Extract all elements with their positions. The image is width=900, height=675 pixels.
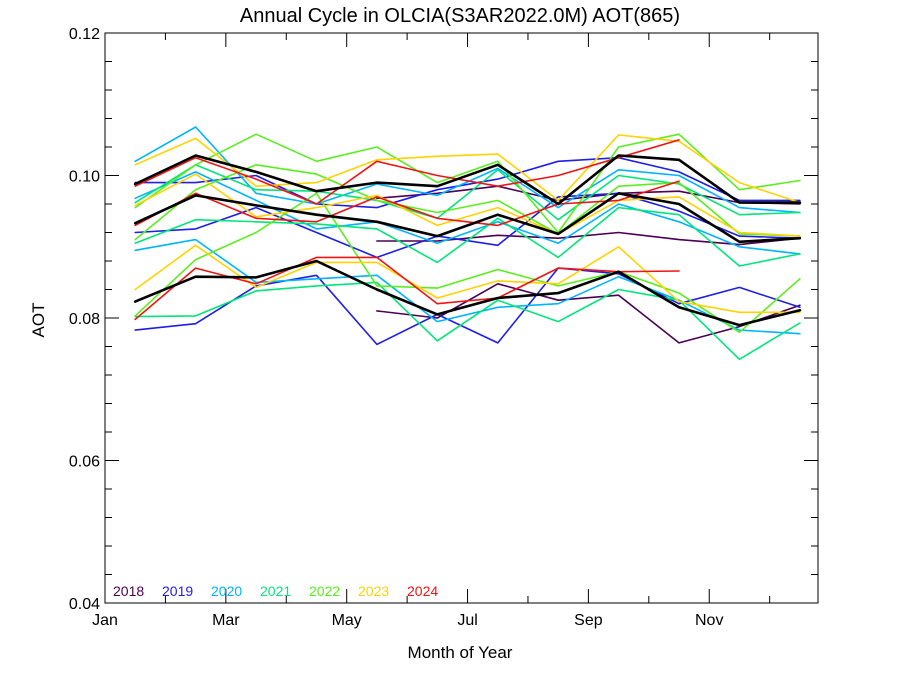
series-line-2020 [134, 238, 801, 335]
legend-entry-2020: 2020 [211, 583, 242, 599]
y-tick-label: 0.12 [69, 26, 100, 43]
series-line-2020 [134, 126, 801, 214]
x-tick-label: Nov [695, 612, 723, 629]
y-tick-label: 0.04 [69, 596, 100, 613]
y-tick-label: 0.06 [69, 454, 100, 471]
y-axis-label: AOT [29, 303, 48, 338]
series-line-2023 [134, 134, 801, 204]
chart-title: Annual Cycle in OLCIA(S3AR2022.0M) AOT(8… [240, 5, 680, 27]
legend-entry-2023: 2023 [358, 583, 389, 599]
x-axis-label: Month of Year [408, 643, 513, 662]
x-tick-label: Sep [574, 612, 603, 629]
x-tick-label: Mar [212, 612, 240, 629]
x-tick-label: Jan [92, 612, 118, 629]
series-line-2023 [134, 173, 801, 237]
series-line-mean [133, 154, 802, 206]
legend-entry-2022: 2022 [309, 583, 340, 599]
legend-entry-2021: 2021 [260, 583, 291, 599]
series-line-2024 [134, 180, 680, 227]
series-line-2024 [134, 139, 680, 205]
series-line-2019 [134, 267, 801, 346]
y-tick-label: 0.08 [69, 311, 100, 328]
series-line-mean [133, 259, 802, 327]
series-line-2019 [134, 156, 801, 209]
x-tick-label: May [332, 612, 362, 629]
series-line-2022 [134, 133, 801, 234]
series-line-2020 [134, 171, 801, 255]
series-line-2021 [134, 281, 801, 361]
x-tick-label: Jul [457, 612, 477, 629]
series-line-2022 [134, 192, 801, 334]
series-line-2021 [134, 206, 801, 267]
plot-area: 0.04 0.06 0.08 0.10 0.12 Jan Mar May Jul Sep Nov 20… [69, 26, 819, 629]
y-tick-label: 0.10 [69, 169, 100, 186]
legend-entry-2019: 2019 [162, 583, 193, 599]
legend-entry-2018: 2018 [113, 583, 144, 599]
legend-entry-2024: 2024 [407, 583, 438, 599]
series-line-mean [133, 192, 802, 244]
series-line-2021 [134, 164, 801, 221]
